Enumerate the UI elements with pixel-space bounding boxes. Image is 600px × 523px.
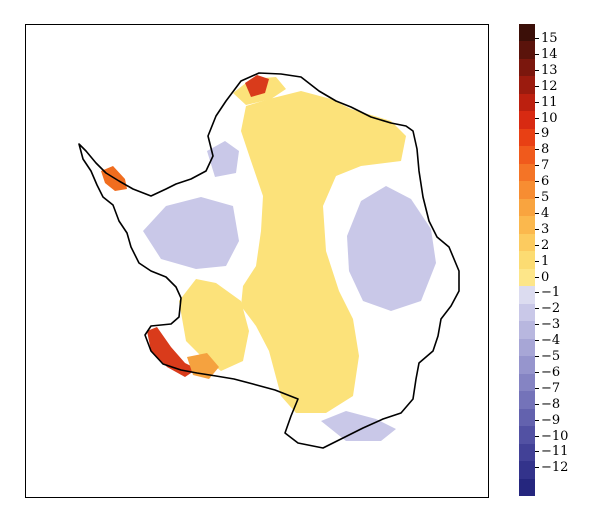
colorbar-tick — [535, 38, 539, 39]
colorbar-tick-label: 3 — [541, 221, 550, 237]
colorbar-segment — [519, 408, 535, 427]
colorbar-tick — [535, 308, 539, 310]
colorbar-tick-label: 0 — [541, 269, 550, 285]
colorbar-tick-label: −1 — [541, 285, 561, 301]
colorbar-tick-label: 10 — [541, 110, 558, 126]
colorbar-tick — [535, 356, 539, 357]
colorbar-tick-label: 5 — [541, 190, 550, 205]
negative-anomaly-northwest — [207, 141, 239, 177]
colorbar-tick-label: 9 — [541, 126, 550, 142]
colorbar-tick-label: 1 — [541, 253, 550, 269]
colorbar: 15 14 13 12 11 10 9 8 7 6 5 4 3 2 1 0 −1 −2 −3 −4 −5 −6 −7 −8 −9… — [519, 24, 568, 497]
colorbar-tick-label: 6 — [541, 174, 550, 190]
colorbar-tick-label: −12 — [541, 460, 569, 476]
colorbar-segment — [519, 443, 535, 462]
colorbar-segment — [519, 356, 535, 375]
colorbar-tick-label: −4 — [541, 333, 561, 349]
colorbar-tick — [535, 85, 539, 87]
colorbar-segment — [519, 93, 535, 112]
positive-anomaly-plateau — [241, 91, 406, 413]
colorbar-segment — [519, 286, 535, 305]
colorbar-tick — [535, 212, 539, 214]
hot-spot-north — [245, 75, 269, 97]
colorbar-tick — [535, 403, 539, 405]
colorbar-segment — [519, 181, 535, 200]
colorbar-tick — [535, 260, 539, 262]
colorbar-tick — [535, 101, 539, 103]
colorbar-segment — [519, 146, 535, 165]
colorbar-segment — [519, 24, 535, 42]
negative-anomaly-west — [143, 197, 239, 269]
colorbar-tick-label: 7 — [541, 158, 550, 174]
colorbar-tick-label: 14 — [541, 46, 558, 62]
colorbar-tick — [535, 324, 539, 326]
colorbar-tick — [535, 371, 539, 373]
colorbar-tick-label: −10 — [541, 428, 569, 444]
colorbar-segment — [519, 111, 535, 130]
map-frame — [25, 24, 489, 498]
negative-anomaly-coast — [321, 411, 396, 441]
colorbar-tick-label: −2 — [541, 301, 561, 317]
colorbar-tick — [535, 419, 539, 421]
colorbar-segment — [519, 198, 535, 217]
colorbar-tick — [535, 181, 539, 183]
colorbar-tick-label: −7 — [541, 380, 561, 396]
colorbar-tick — [535, 451, 539, 453]
colorbar-tick — [535, 340, 539, 342]
colorbar-segment — [519, 461, 535, 479]
antarctica-map — [78, 72, 460, 449]
colorbar-segment — [519, 58, 535, 77]
colorbar-segment — [519, 303, 535, 322]
colorbar-segment — [519, 233, 535, 252]
negative-anomaly-east — [347, 186, 436, 311]
colorbar-tick — [535, 53, 539, 55]
colorbar-tick — [535, 197, 539, 198]
colorbar-tick — [535, 387, 539, 389]
colorbar-segment — [519, 321, 535, 340]
colorbar-segment — [519, 373, 535, 392]
colorbar-tick — [535, 149, 539, 151]
colorbar-tick — [535, 133, 539, 135]
colorbar-segment — [519, 251, 535, 270]
colorbar-tick-label: 15 — [541, 31, 558, 46]
colorbar-tick-label: 4 — [541, 205, 550, 221]
colorbar-tick-label: −5 — [541, 349, 561, 364]
colorbar-tick-label: −9 — [541, 412, 561, 428]
colorbar-tick — [535, 117, 539, 119]
hot-spot-southwest — [147, 327, 197, 377]
colorbar-segment — [519, 391, 535, 410]
colorbar-tick — [535, 276, 539, 278]
colorbar-tick-label: −11 — [541, 444, 569, 460]
coastline — [78, 72, 460, 449]
colorbar-segment — [519, 128, 535, 147]
colorbar-tick — [535, 69, 539, 71]
colorbar-tick — [535, 244, 539, 246]
colorbar-tick-label: −3 — [541, 317, 561, 333]
colorbar-segment — [519, 163, 535, 182]
colorbar-segment — [519, 41, 535, 60]
colorbar-segment — [519, 478, 535, 497]
colorbar-segment — [519, 268, 535, 287]
colorbar-tick — [535, 165, 539, 167]
colorbar-tick-label: 8 — [541, 142, 550, 158]
colorbar-tick-label: 13 — [541, 62, 558, 78]
colorbar-tick-label: −8 — [541, 396, 561, 412]
colorbar-tick — [535, 467, 539, 469]
colorbar-tick-label: 11 — [541, 94, 558, 110]
colorbar-tick — [535, 292, 539, 294]
colorbar-tick — [535, 435, 539, 437]
colorbar-tick-label: 2 — [541, 237, 550, 253]
colorbar-segment — [519, 426, 535, 445]
colorbar-segment — [519, 76, 535, 95]
colorbar-tick-label: 12 — [541, 78, 558, 94]
colorbar-tick-label: −6 — [541, 364, 561, 380]
colorbar-segment — [519, 338, 535, 357]
colorbar-segment — [519, 216, 535, 235]
positive-anomaly-west — [179, 279, 249, 371]
colorbar-tick — [535, 228, 539, 230]
